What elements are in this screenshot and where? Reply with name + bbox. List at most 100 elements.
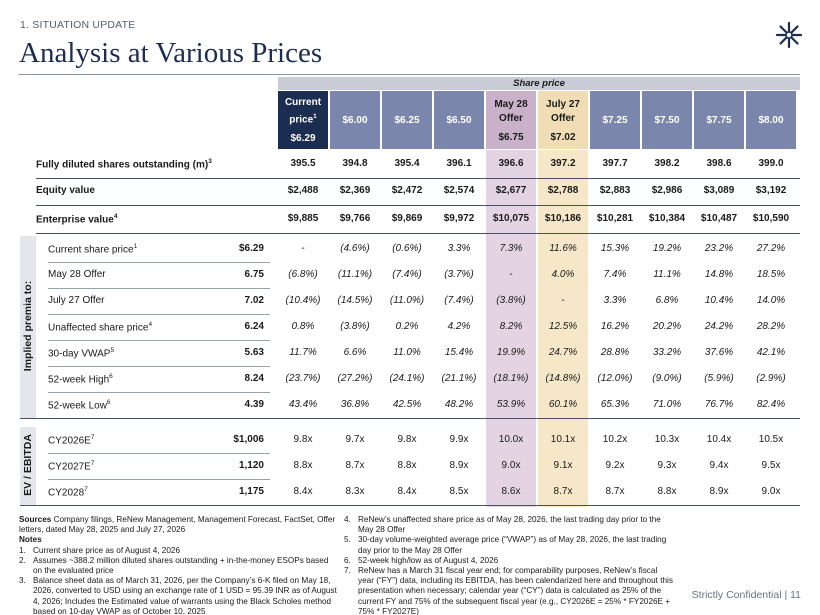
column-header-label-footnote-ref: 1 [313, 112, 317, 120]
section-divider [20, 418, 800, 420]
summary-cell: 396.1 [446, 158, 472, 169]
ev-row-label-footnote-ref: 7 [90, 434, 95, 441]
ev-cell: 9.8x [397, 434, 417, 445]
premia-cell: 11.1% [653, 269, 681, 280]
row-divider [48, 314, 270, 315]
summary-row-label: Fully diluted shares outstanding (m)3 [36, 158, 212, 170]
ev-row-label: CY2027E7 [48, 460, 94, 472]
ev-base-value: $1,006 [233, 434, 264, 445]
premia-cell: 0.8% [291, 321, 315, 332]
premia-cell: 8.2% [499, 321, 523, 332]
premia-cell: (7.4%) [444, 295, 474, 306]
ev-cell: 8.9x [709, 486, 729, 497]
premia-cell: (4.6%) [340, 243, 370, 254]
note-item: 6. 52-week high/low as of August 4, 2026 [344, 556, 674, 566]
summary-cell: 397.7 [602, 158, 628, 169]
ev-cell: 8.7x [605, 486, 625, 497]
ev-cell: 9.5x [761, 460, 781, 471]
premia-cell: (27.2%) [337, 373, 373, 384]
summary-cell: 398.6 [706, 158, 732, 169]
premia-cell: (3.7%) [444, 269, 474, 280]
premia-cell: 15.3% [600, 243, 630, 254]
premia-base-value: 8.24 [244, 373, 264, 384]
premia-cell: (24.1%) [389, 373, 425, 384]
asterisk-logo-icon [775, 21, 803, 49]
premia-cell: 53.9% [496, 399, 526, 410]
note-text: Balance sheet data as of March 31, 2026,… [33, 576, 337, 615]
premia-cell: (6.8%) [288, 269, 318, 280]
premia-cell: 11.7% [289, 347, 317, 358]
premia-cell: 33.2% [652, 347, 682, 358]
column-header-label: May 28 Offer [486, 98, 536, 126]
premia-cell: (11.1%) [337, 269, 373, 280]
premia-row-label: May 28 Offer [48, 269, 106, 280]
ev-row-label-footnote-ref: 7 [84, 486, 88, 493]
premia-cell: (2.9%) [756, 373, 786, 384]
summary-row-label: Equity value [36, 185, 95, 196]
premia-cell: 82.4% [756, 399, 786, 410]
premia-cell: 28.2% [756, 321, 786, 332]
premia-cell: - [561, 295, 565, 306]
premia-cell: 19.2% [652, 243, 682, 254]
note-number: 7. [344, 566, 351, 576]
column-header: $6.50 [434, 91, 484, 149]
column-header-price: $8.00 [758, 114, 784, 126]
premia-cell: 16.2% [600, 321, 630, 332]
row-divider [48, 392, 270, 393]
notes-right: 4. ReNew’s unaffected share price as of M… [344, 515, 674, 615]
footer-confidential: Strictly Confidential | 11 [691, 589, 801, 601]
sources-label: Sources [19, 515, 52, 524]
premia-row-label-text: 52-week High [48, 374, 110, 386]
summary-cell: $2,369 [339, 185, 371, 196]
premia-cell: 14.0% [756, 295, 786, 306]
ev-row-label-text: CY2026E [48, 435, 91, 447]
summary-cell: 394.8 [342, 158, 368, 169]
ev-cell: 8.4x [397, 486, 417, 497]
column-header-label-text: May 28 Offer [494, 98, 528, 124]
premia-cell: (3.8%) [340, 321, 370, 332]
premia-cell: (11.0%) [389, 295, 425, 306]
summary-cell: 396.6 [498, 158, 524, 169]
column-header-label: Current price1 [278, 96, 328, 127]
premia-cell: 12.5% [548, 321, 578, 332]
summary-row-label: Enterprise value4 [36, 213, 117, 225]
premia-cell: 42.1% [756, 347, 786, 358]
premia-cell: 19.9% [496, 347, 526, 358]
premia-row-label-text: Current share price [48, 244, 134, 256]
premia-side-band [20, 236, 36, 418]
premia-cell: (14.8%) [545, 373, 581, 384]
ev-cell: 9.2x [605, 460, 625, 471]
ev-cell: 9.4x [709, 460, 729, 471]
note-text: Assumes ~388.2 million diluted shares ou… [33, 555, 329, 576]
summary-cell: $2,472 [391, 185, 423, 196]
row-divider [48, 288, 270, 289]
ev-cell: 9.1x [553, 460, 573, 471]
note-text: 52-week high/low as of August 4, 2026 [358, 555, 499, 565]
summary-cell: $2,677 [495, 185, 527, 196]
premia-cell: 36.8% [340, 399, 370, 410]
summary-cell: $10,075 [492, 213, 530, 224]
summary-cell: $9,885 [287, 213, 319, 224]
premia-base-value: 6.75 [244, 269, 264, 280]
summary-cell: $2,788 [547, 185, 579, 196]
summary-row-label-text: Equity value [36, 185, 95, 196]
column-header: $7.50 [642, 91, 692, 149]
premia-cell: 20.2% [652, 321, 682, 332]
premia-cell: 15.4% [444, 347, 474, 358]
ev-row-label-text: CY2028 [48, 487, 85, 499]
notes-label: Notes [19, 535, 42, 545]
premia-row-label-text: Unaffected share price [48, 322, 149, 334]
column-header: $6.25 [382, 91, 432, 149]
ev-cell: 8.8x [397, 460, 417, 471]
ev-cell: 8.7x [553, 486, 573, 497]
row-divider [48, 340, 270, 341]
premia-base-value: 4.39 [244, 399, 264, 410]
note-item: 7. ReNew has a March 31 fiscal year end; … [344, 566, 674, 615]
premia-cell: 10.4% [704, 295, 734, 306]
note-number: 4. [344, 515, 351, 524]
premia-cell: 71.0% [652, 399, 682, 410]
column-highlight [538, 150, 588, 507]
premia-cell: 28.8% [600, 347, 630, 358]
note-item: 1. Current share price as of August 4, 20… [19, 546, 337, 556]
row-divider [48, 262, 270, 263]
